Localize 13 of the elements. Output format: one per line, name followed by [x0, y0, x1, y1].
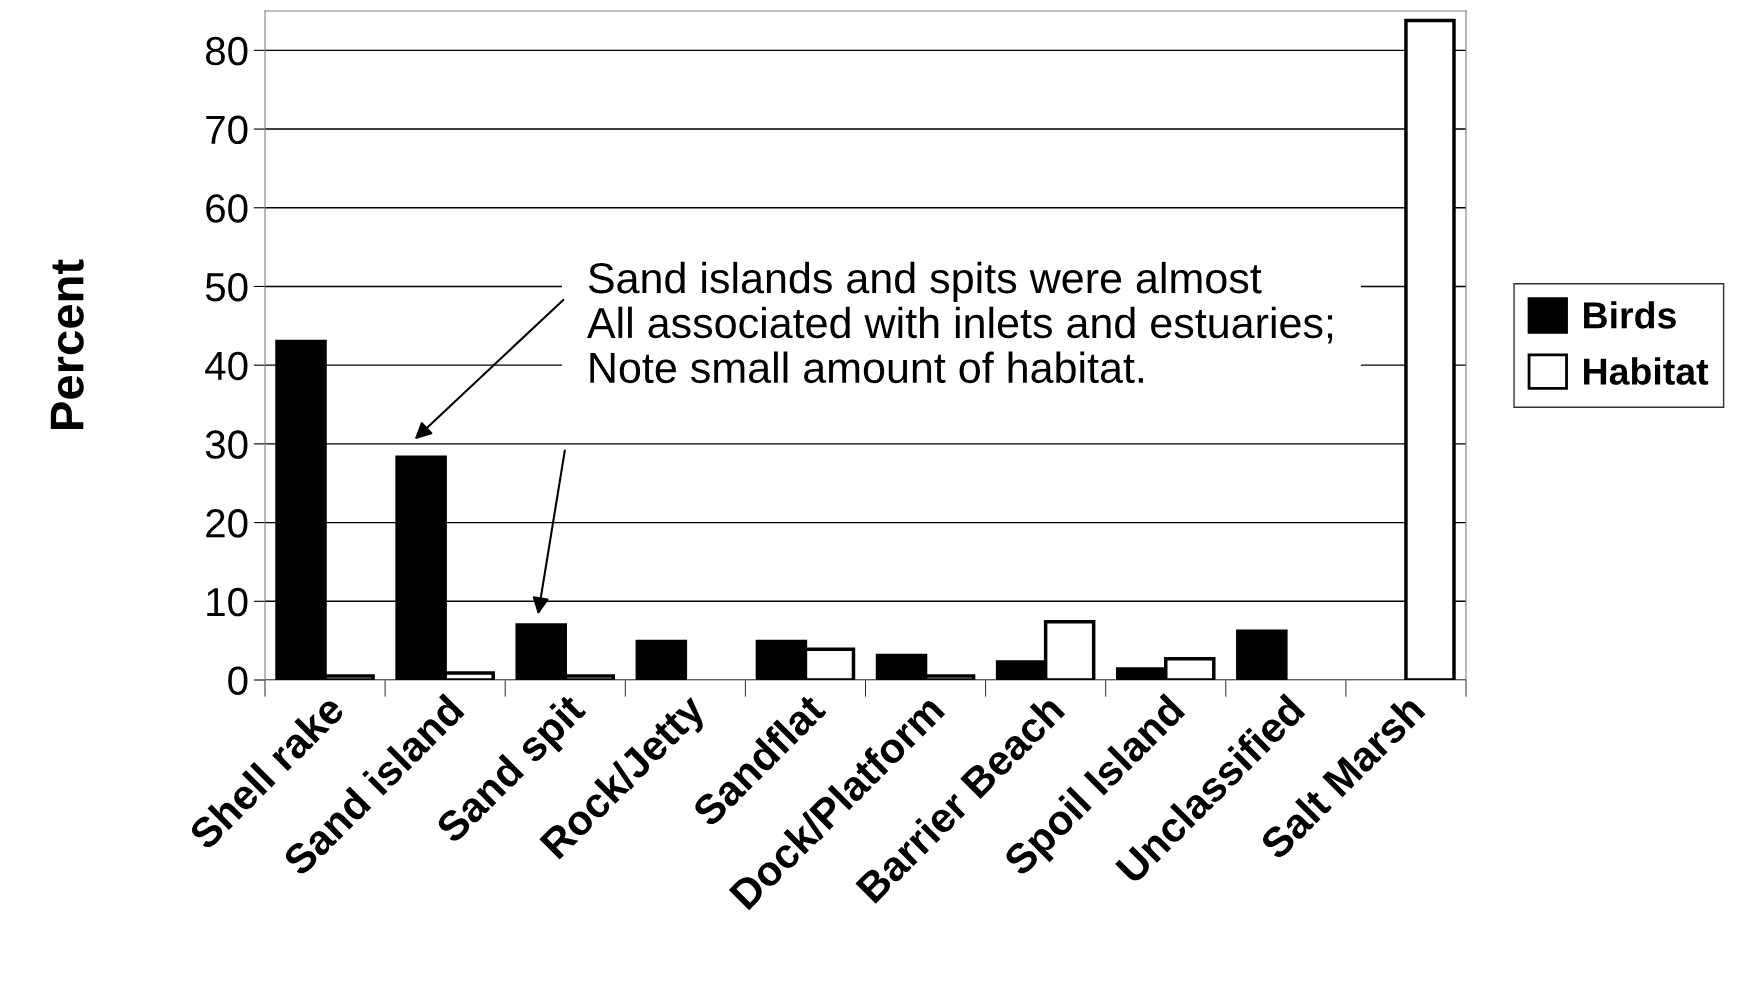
y-tick-label: 50: [205, 272, 248, 302]
legend-label: Habitat: [1584, 357, 1709, 385]
legend-label: Birds: [1584, 301, 1676, 329]
y-tick-label: 70: [206, 115, 248, 145]
y-tick-label: 10: [207, 587, 248, 617]
y-tick-label: 40: [205, 351, 248, 381]
y-tick-label: 80: [205, 36, 248, 66]
y-tick-label: 20: [206, 509, 248, 538]
y-axis-title: Percent: [50, 259, 84, 429]
y-tick-label: 30: [205, 430, 248, 459]
annotation: Sand islands and spits were almost All associated with inlets and estuaries; Note small amount of habitat.: [586, 261, 1333, 384]
y-tick-label: 0: [228, 666, 248, 695]
y-tick-label: 60: [206, 194, 248, 223]
